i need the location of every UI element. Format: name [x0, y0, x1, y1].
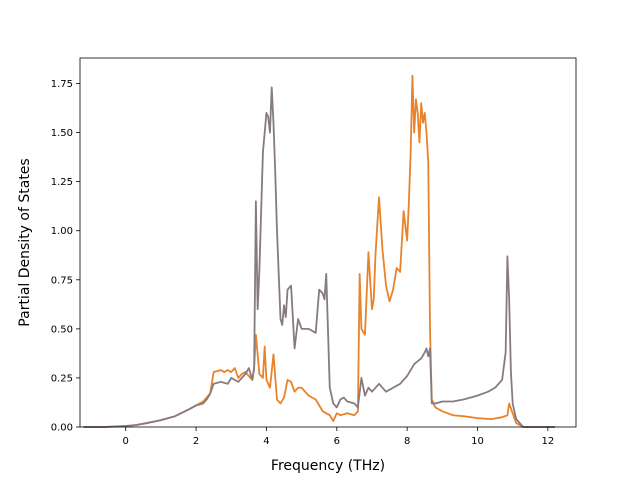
y-tick-label: 0.00	[51, 423, 73, 434]
y-axis-label: Partial Density of States	[17, 158, 33, 326]
y-tick-label: 1.75	[51, 79, 73, 90]
x-tick-label: 12	[541, 436, 554, 447]
y-tick-label: 0.25	[51, 373, 73, 384]
x-axis-label: Frequency (THz)	[271, 458, 385, 474]
x-tick-label: 0	[123, 436, 129, 447]
x-tick-label: 2	[193, 436, 199, 447]
y-tick-label: 1.00	[51, 226, 73, 237]
y-tick-label: 0.75	[51, 275, 73, 286]
plot-frame	[79, 57, 577, 428]
x-tick-label: 6	[334, 436, 340, 447]
y-tick-label: 1.50	[51, 128, 73, 139]
y-tick-label: 0.50	[51, 324, 73, 335]
y-tick-label: 1.25	[51, 177, 73, 188]
y-axis-ticks: 0.00 0.25 0.50 0.75 1.00 1.25 1.50 1.75	[51, 79, 80, 434]
x-tick-label: 4	[263, 436, 269, 447]
x-tick-label: 10	[471, 436, 484, 447]
series-layer	[83, 74, 555, 428]
series-line-1	[83, 74, 555, 428]
x-tick-label: 8	[404, 436, 410, 447]
x-axis-ticks: 0 2 4 6 8 10 12	[123, 427, 554, 447]
series-line-2	[83, 86, 555, 428]
